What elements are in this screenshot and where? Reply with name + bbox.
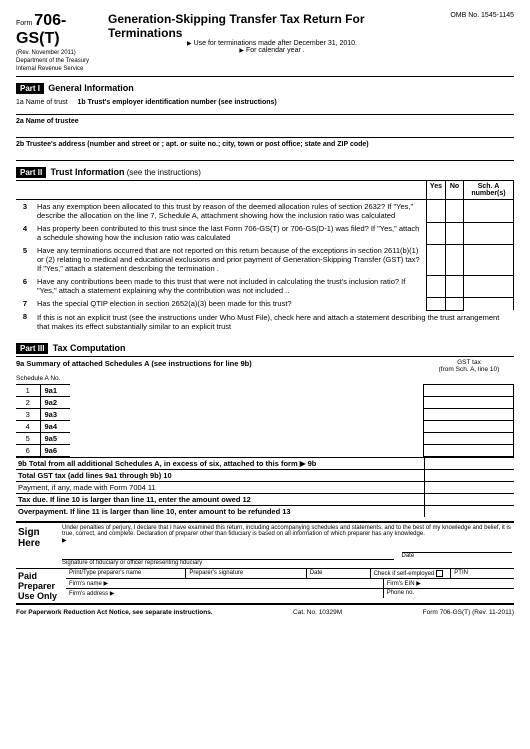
9b-amt[interactable] — [424, 458, 514, 469]
q5-num: 5 — [16, 244, 34, 275]
q3-scha[interactable] — [464, 200, 514, 223]
q4-text: Has property been contributed to this tr… — [34, 222, 426, 244]
prep-self-emp[interactable]: Check if self-employed — [371, 569, 452, 578]
line-1a-1b[interactable]: 1a Name of trust 1b Trust's employer ide… — [16, 96, 514, 115]
schA-no-label: Schedule A No. — [16, 375, 514, 382]
line-10: Total GST tax (add lines 9a1 through 9b)… — [18, 471, 172, 480]
q5-text: Have any terminations occurred that are … — [34, 244, 426, 275]
rev-date: (Rev. November 2011) — [16, 50, 102, 56]
use-for: Use for terminations made after December… — [108, 40, 436, 47]
q7-no[interactable] — [446, 297, 464, 310]
label-2b: 2b Trustee's address (number and street … — [16, 141, 369, 148]
sign-here-block: Sign Here Under penalties of perjury, I … — [16, 521, 514, 569]
form-number-block: Form 706-GS(T) — [16, 12, 102, 48]
form-label: Form — [16, 20, 32, 27]
q4-num: 4 — [16, 222, 34, 244]
13-amt[interactable] — [424, 506, 514, 517]
q4-no[interactable] — [446, 222, 464, 244]
q6-no[interactable] — [446, 275, 464, 297]
q8-text: If this is not an explicit trust (see th… — [34, 310, 514, 333]
footer-right: Form 706-GS(T) (Rev. 11-2011) — [423, 609, 514, 616]
part1-bar: Part I — [16, 83, 44, 94]
sign-date[interactable] — [402, 539, 513, 553]
9a2-amt[interactable] — [424, 396, 514, 408]
head-no: No — [446, 181, 464, 200]
line-9a: 9a Summary of attached Schedules A (see … — [16, 359, 252, 368]
line-2a[interactable]: 2a Name of trustee — [16, 115, 514, 138]
q3-yes[interactable] — [426, 200, 445, 223]
dept-line1: Department of the Treasury — [16, 58, 102, 64]
self-employed-checkbox[interactable] — [436, 570, 443, 577]
prep-sig[interactable]: Preparer's signature — [186, 569, 306, 578]
label-2a: 2a Name of trustee — [16, 118, 79, 125]
q3-num: 3 — [16, 200, 34, 223]
sig-caption: Signature of fiduciary or officer repres… — [62, 560, 202, 566]
11-amt[interactable] — [424, 482, 514, 493]
q4-yes[interactable] — [426, 222, 445, 244]
part3-title: Tax Computation — [53, 343, 126, 353]
q6-yes[interactable] — [426, 275, 445, 297]
head-yes: Yes — [426, 181, 445, 200]
q7-num: 7 — [16, 297, 34, 310]
9a4-amt[interactable] — [424, 420, 514, 432]
prep-ptin[interactable]: PTIN — [451, 569, 514, 578]
firm-name[interactable]: Firm's name ▶ — [66, 579, 384, 588]
part3-bar: Part III — [16, 343, 48, 354]
calendar-year: For calendar year . — [108, 47, 436, 54]
prep-date[interactable]: Date — [307, 569, 371, 578]
line-11: Payment, if any, made with Form 7004 11 — [18, 483, 156, 492]
q6-num: 6 — [16, 275, 34, 297]
page-footer: For Paperwork Reduction Act Notice, see … — [16, 609, 514, 616]
paid-preparer-block: Paid Preparer Use Only Print/Type prepar… — [16, 569, 514, 605]
gst-head2: (from Sch. A, line 10) — [424, 366, 514, 373]
q7-text: Has the special QTIP election in section… — [34, 297, 426, 310]
dept-line2: Internal Revenue Service — [16, 66, 102, 72]
q5-scha[interactable] — [464, 244, 514, 275]
label-1b: 1b Trust's employer identification numbe… — [77, 99, 276, 106]
line-12: Tax due. If line 10 is larger than line … — [18, 495, 251, 504]
q5-yes[interactable] — [426, 244, 445, 275]
q3-text: Has any exemption been allocated to this… — [34, 200, 426, 223]
sign-here-label: Sign Here — [16, 523, 60, 568]
part2-title: Trust Information — [50, 167, 124, 177]
date-caption: Date — [402, 553, 415, 559]
q3-no[interactable] — [446, 200, 464, 223]
q6-text: Have any contributions been made to this… — [34, 275, 426, 297]
form-number: 706-GS(T) — [16, 12, 66, 47]
fiduciary-signature[interactable] — [62, 546, 394, 560]
9a1-amt[interactable] — [424, 384, 514, 396]
12-amt[interactable] — [424, 494, 514, 505]
paid-preparer-label: Paid Preparer Use Only — [16, 569, 66, 603]
line-13: Overpayment. If line 11 is larger than l… — [18, 507, 291, 516]
q7-yes[interactable] — [426, 297, 445, 310]
footer-mid: Cat. No. 10329M — [293, 609, 342, 616]
schedule-a-summary: 19a1 29a2 39a3 49a4 59a5 69a6 — [16, 384, 514, 457]
omb-number: OMB No. 1545-1145 — [442, 12, 514, 19]
firm-phone[interactable]: Phone no. — [384, 589, 514, 598]
head-scha: Sch. A number(s) — [464, 181, 514, 200]
q6-scha[interactable] — [464, 275, 514, 297]
9a3-amt[interactable] — [424, 408, 514, 420]
10-amt[interactable] — [424, 470, 514, 481]
line-9b: 9b Total from all additional Schedules A… — [18, 459, 316, 468]
prep-name[interactable]: Print/Type preparer's name — [66, 569, 186, 578]
label-1a: 1a Name of trust — [16, 99, 68, 106]
part2-bar: Part II — [16, 167, 46, 178]
line-2b[interactable]: 2b Trustee's address (number and street … — [16, 138, 514, 161]
part1-title: General Information — [48, 83, 134, 93]
q8-num: 8 — [16, 310, 34, 333]
form-header: Form 706-GS(T) (Rev. November 2011) Depa… — [16, 12, 514, 77]
form-title: Generation-Skipping Transfer Tax Return … — [108, 12, 436, 40]
part2-sub: (see the instructions) — [127, 168, 201, 177]
q5-no[interactable] — [446, 244, 464, 275]
footer-left: For Paperwork Reduction Act Notice, see … — [16, 609, 213, 616]
9a6-amt[interactable] — [424, 444, 514, 456]
gst-head1: GST tax — [424, 359, 514, 366]
9a5-amt[interactable] — [424, 432, 514, 444]
q4-scha[interactable] — [464, 222, 514, 244]
perjury-text: Under penalties of perjury, I declare th… — [62, 525, 512, 537]
trust-info-table: Yes No Sch. A number(s) 3 Has any exempt… — [16, 180, 514, 333]
firm-ein[interactable]: Firm's EIN ▶ — [384, 579, 514, 588]
firm-address[interactable]: Firm's address ▶ — [66, 589, 384, 598]
